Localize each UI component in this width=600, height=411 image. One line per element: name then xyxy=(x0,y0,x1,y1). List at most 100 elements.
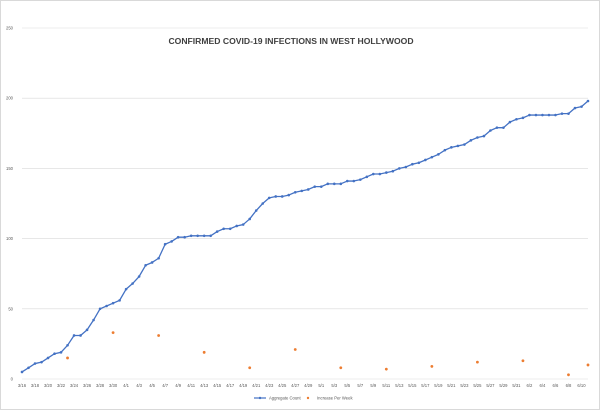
data-point-aggregate-count xyxy=(391,169,395,173)
data-point-aggregate-count xyxy=(131,282,134,285)
y-tick-label: 200 xyxy=(6,96,14,101)
data-point-aggregate-count xyxy=(573,106,577,110)
x-tick-label: 4/15 xyxy=(213,383,222,388)
x-tick-label: 4/21 xyxy=(252,383,261,388)
data-point-aggregate-count xyxy=(33,362,37,365)
x-tick-label: 5/7 xyxy=(357,383,363,388)
data-point-aggregate-count xyxy=(358,178,362,181)
x-tick-label: 5/19 xyxy=(434,383,443,388)
data-point-aggregate-count xyxy=(189,234,193,238)
legend-label-increase: Increase Per Week xyxy=(317,396,353,401)
data-point-aggregate-count xyxy=(274,195,278,198)
data-point-aggregate-count xyxy=(456,144,460,148)
data-point-aggregate-count xyxy=(378,172,382,176)
data-point-aggregate-count xyxy=(508,120,512,124)
x-tick-label: 6/6 xyxy=(553,383,559,388)
data-point-aggregate-count xyxy=(502,126,505,129)
data-point-aggregate-count xyxy=(534,113,538,117)
legend-marker-increase xyxy=(306,396,310,400)
data-point-aggregate-count xyxy=(482,134,486,138)
legend-label-aggregate: Aggregate Count xyxy=(269,396,301,401)
x-tick-label: 4/11 xyxy=(187,383,196,388)
data-point-aggregate-count xyxy=(261,202,265,205)
data-point-increase-per-week xyxy=(157,334,161,337)
data-point-aggregate-count xyxy=(372,172,375,176)
data-point-aggregate-count xyxy=(176,235,180,239)
data-point-aggregate-count xyxy=(280,195,284,198)
data-point-aggregate-count xyxy=(170,240,173,243)
data-point-aggregate-count xyxy=(157,256,160,260)
x-tick-label: 4/1 xyxy=(123,383,129,388)
x-tick-label: 5/25 xyxy=(473,383,482,388)
x-tick-label: 5/3 xyxy=(331,383,337,388)
data-point-aggregate-count xyxy=(326,182,330,186)
x-tick-label: 3/18 xyxy=(31,383,40,388)
x-tick-label: 5/17 xyxy=(421,383,430,388)
data-point-aggregate-count xyxy=(235,224,238,228)
data-point-aggregate-count xyxy=(495,126,499,129)
data-point-aggregate-count xyxy=(40,360,43,364)
data-point-aggregate-count xyxy=(124,287,128,291)
data-point-aggregate-count xyxy=(222,227,225,231)
series xyxy=(20,99,590,377)
data-point-aggregate-count xyxy=(489,129,492,132)
data-point-aggregate-count xyxy=(196,234,199,238)
data-point-increase-per-week xyxy=(384,367,388,371)
x-tick-label: 4/19 xyxy=(239,383,248,388)
data-point-aggregate-count xyxy=(411,162,414,166)
y-tick-label: 150 xyxy=(6,166,14,171)
data-point-aggregate-count xyxy=(567,112,570,115)
data-point-aggregate-count xyxy=(528,113,531,117)
data-point-increase-per-week xyxy=(339,366,343,370)
data-point-aggregate-count xyxy=(202,234,206,238)
data-point-increase-per-week xyxy=(248,366,252,370)
data-point-aggregate-count xyxy=(287,193,291,197)
x-tick-label: 3/24 xyxy=(70,383,79,388)
data-point-aggregate-count xyxy=(586,99,590,103)
data-point-aggregate-count xyxy=(183,235,186,239)
y-tick-label: 0 xyxy=(11,377,14,382)
data-point-increase-per-week xyxy=(521,359,525,363)
x-tick-label: 3/16 xyxy=(18,383,27,388)
x-tick-label: 5/31 xyxy=(512,383,521,388)
data-point-aggregate-count xyxy=(72,334,76,337)
data-point-increase-per-week xyxy=(293,348,297,351)
data-point-increase-per-week xyxy=(430,364,434,368)
data-point-aggregate-count xyxy=(437,153,440,156)
data-point-aggregate-count xyxy=(554,113,557,117)
data-point-aggregate-count xyxy=(450,146,453,149)
data-point-aggregate-count xyxy=(417,161,421,165)
data-point-aggregate-count xyxy=(332,182,336,186)
data-point-aggregate-count xyxy=(580,105,583,108)
x-tick-label: 3/28 xyxy=(96,383,105,388)
data-point-aggregate-count xyxy=(20,370,24,374)
x-tick-label: 5/15 xyxy=(408,383,417,388)
data-point-aggregate-count xyxy=(398,167,401,170)
data-point-aggregate-count xyxy=(144,263,147,267)
data-point-aggregate-count xyxy=(254,209,258,212)
data-point-aggregate-count xyxy=(424,158,427,162)
data-point-aggregate-count xyxy=(443,148,447,152)
x-tick-label: 3/22 xyxy=(57,383,66,388)
x-tick-label: 3/30 xyxy=(109,383,118,388)
y-tick-label: 250 xyxy=(6,26,14,31)
data-point-aggregate-count xyxy=(85,328,89,332)
data-point-aggregate-count xyxy=(241,223,245,226)
axes: 0 50 100 150 200 250 3/16 3/18 3/20 3/22 3/24 3/26 3… xyxy=(6,26,586,389)
data-point-aggregate-count xyxy=(430,155,434,159)
data-point-aggregate-count xyxy=(53,352,56,356)
x-tick-label: 4/13 xyxy=(200,383,209,388)
x-tick-label: 4/25 xyxy=(278,383,287,388)
data-point-aggregate-count xyxy=(98,307,102,311)
legend: Aggregate Count Increase Per Week xyxy=(254,396,353,401)
x-tick-label: 5/5 xyxy=(344,383,350,388)
data-point-aggregate-count xyxy=(46,356,50,360)
data-point-aggregate-count xyxy=(66,344,69,347)
data-point-aggregate-count xyxy=(521,116,525,120)
data-point-increase-per-week xyxy=(111,331,115,335)
x-tick-label: 5/21 xyxy=(447,383,456,388)
data-point-aggregate-count xyxy=(215,230,219,233)
x-tick-label: 4/5 xyxy=(149,383,155,388)
